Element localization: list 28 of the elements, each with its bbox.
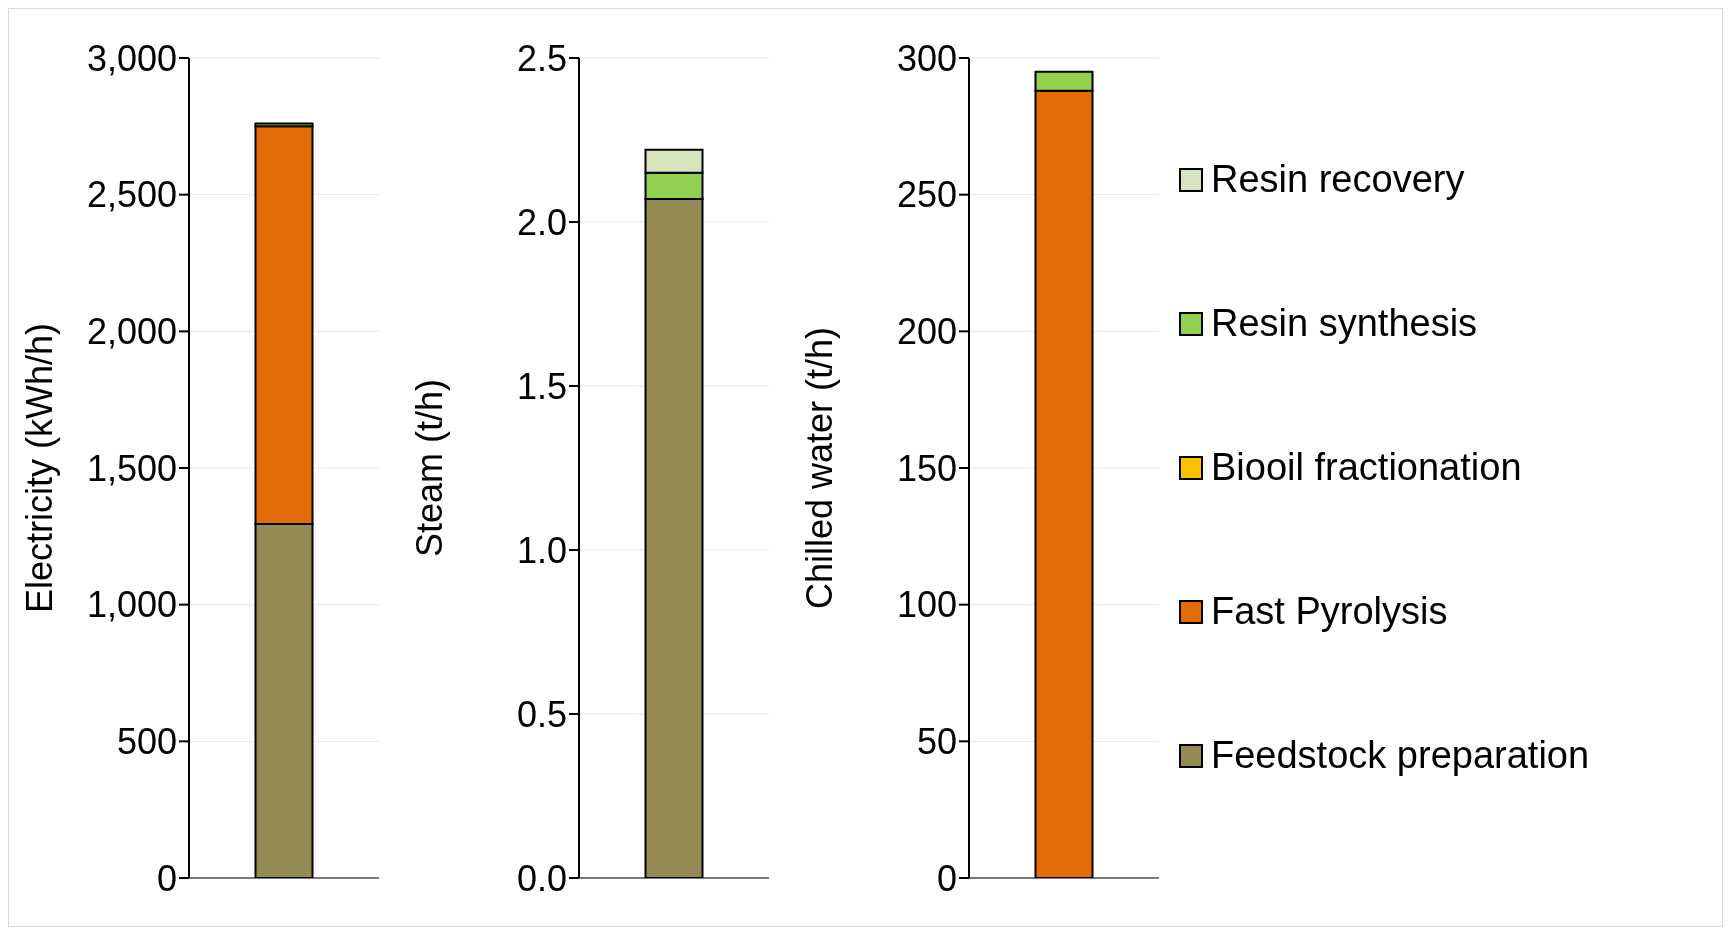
y-axis-title: Chilled water (t/h) xyxy=(798,326,840,609)
y-tick-label: 2.5 xyxy=(516,37,567,79)
legend-label: Feedstock preparation xyxy=(1211,734,1590,777)
y-tick-label: 250 xyxy=(896,173,957,215)
y-tick-label: 200 xyxy=(896,310,957,352)
legend-label: Fast Pyrolysis xyxy=(1211,590,1448,633)
y-tick-label: 3,000 xyxy=(86,37,177,79)
y-tick-label: 300 xyxy=(896,37,957,79)
legend-label: Resin recovery xyxy=(1211,158,1465,201)
y-tick-label: 0 xyxy=(156,857,177,899)
y-tick-label: 100 xyxy=(896,583,957,625)
y-tick-label: 1.5 xyxy=(516,365,567,407)
y-tick-label: 0 xyxy=(936,857,957,899)
legend-label: Resin synthesis xyxy=(1211,302,1478,345)
y-tick-label: 2,000 xyxy=(86,310,177,352)
y-axis-title: Steam (t/h) xyxy=(408,378,450,557)
y-axis-title: Electricity (kWh/h) xyxy=(18,322,60,613)
y-tick-label: 1,000 xyxy=(86,583,177,625)
y-tick-label: 1,500 xyxy=(86,447,177,489)
y-tick-label: 500 xyxy=(116,720,177,762)
legend-label: Biooil fractionation xyxy=(1211,446,1522,489)
y-tick-label: 0.5 xyxy=(516,693,567,735)
y-tick-label: 2,500 xyxy=(86,173,177,215)
y-tick-label: 50 xyxy=(916,720,957,762)
y-tick-label: 2.0 xyxy=(516,201,567,243)
y-tick-label: 0.0 xyxy=(516,857,567,899)
y-tick-label: 1.0 xyxy=(516,529,567,571)
y-tick-label: 150 xyxy=(896,447,957,489)
